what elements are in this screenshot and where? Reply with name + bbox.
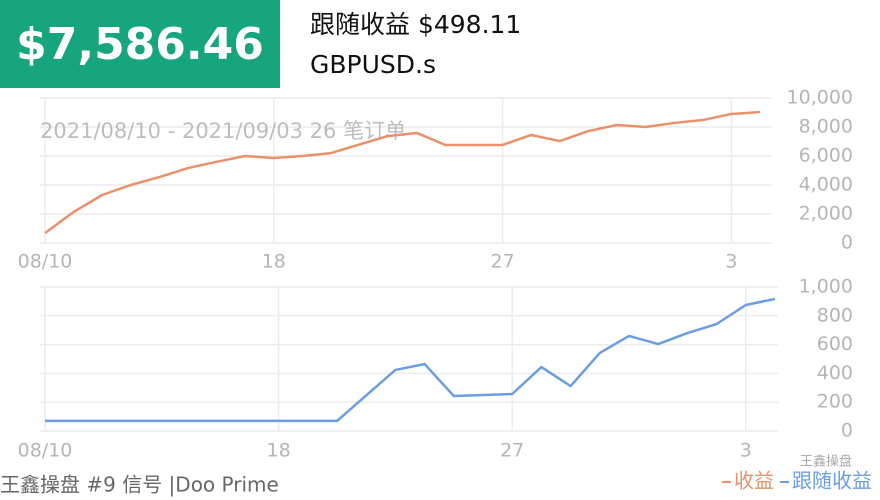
- x-tick-label: 18: [262, 251, 286, 273]
- legend-label: 跟随收益: [792, 469, 872, 493]
- data-line: [44, 110, 761, 235]
- total-profit: $7,586.46: [16, 19, 264, 70]
- x-tick-label: 3: [725, 251, 737, 273]
- y-tick-label: 1,000: [799, 276, 853, 298]
- y-tick-label: 400: [817, 362, 853, 384]
- x-tick-label: 18: [267, 440, 291, 462]
- y-tick-label: 8,000: [799, 116, 853, 138]
- x-tick-label: 08/10: [18, 251, 73, 273]
- x-tick-label: 3: [740, 440, 752, 462]
- y-tick-label: 0: [841, 232, 853, 254]
- symbol: GBPUSD.s: [310, 50, 436, 79]
- x-tick-label: 27: [491, 251, 515, 273]
- y-tick-label: 800: [817, 304, 853, 326]
- chart-subtitle: 2021/08/10 - 2021/09/03 26 笔订单: [40, 119, 406, 143]
- y-tick-label: 6,000: [799, 145, 853, 167]
- total-badge: [0, 0, 280, 88]
- y-tick-label: 2,000: [799, 203, 853, 225]
- watermark: 王鑫操盘: [800, 454, 852, 470]
- y-tick-label: 4,000: [799, 174, 853, 196]
- y-tick-label: 600: [817, 333, 853, 355]
- y-tick-label: 10,000: [787, 87, 853, 109]
- y-tick-label: 200: [817, 391, 853, 413]
- legend-label: 收益: [734, 469, 774, 493]
- follow-profit: 跟随收益 $498.11: [310, 10, 521, 39]
- x-tick-label: 27: [500, 440, 524, 462]
- signal-name: 王鑫操盘 #9 信号 |Doo Prime: [0, 473, 279, 497]
- data-line: [45, 297, 776, 423]
- y-tick-label: 0: [841, 420, 853, 442]
- x-tick-label: 08/10: [18, 440, 73, 462]
